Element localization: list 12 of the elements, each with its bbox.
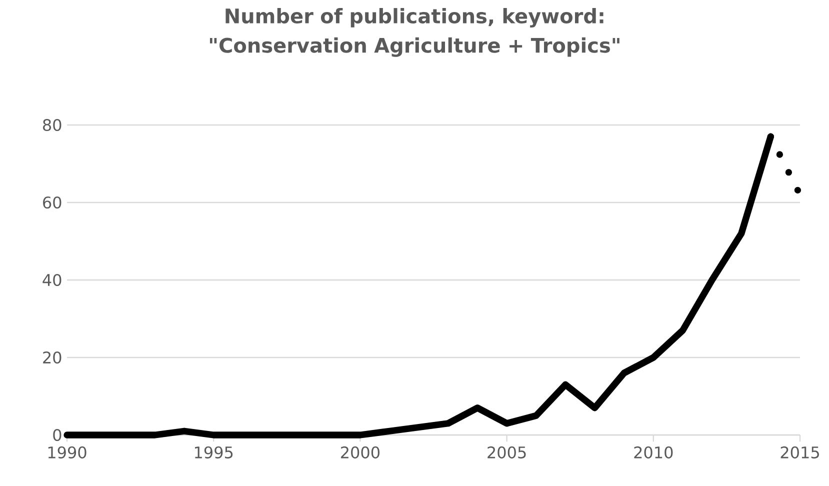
y-tick-label: 40: [42, 274, 62, 286]
x-tick-label: 2015: [780, 446, 819, 458]
x-tick-label: 2000: [341, 446, 380, 458]
x-tick-label: 1995: [195, 446, 233, 458]
y-tick-label: 60: [43, 196, 62, 209]
chart-title: Number of publications, keyword: "Conservation Agriculture + Tropics": [210, 8, 620, 57]
y-tick-label: 20: [43, 351, 62, 364]
y-tick-label: 0: [53, 428, 62, 442]
x-tick-label: 1990: [48, 446, 86, 458]
x-tick-label: 2010: [634, 446, 673, 458]
y-tick-label: 80: [43, 118, 62, 132]
x-tick-label: 2005: [488, 446, 526, 458]
